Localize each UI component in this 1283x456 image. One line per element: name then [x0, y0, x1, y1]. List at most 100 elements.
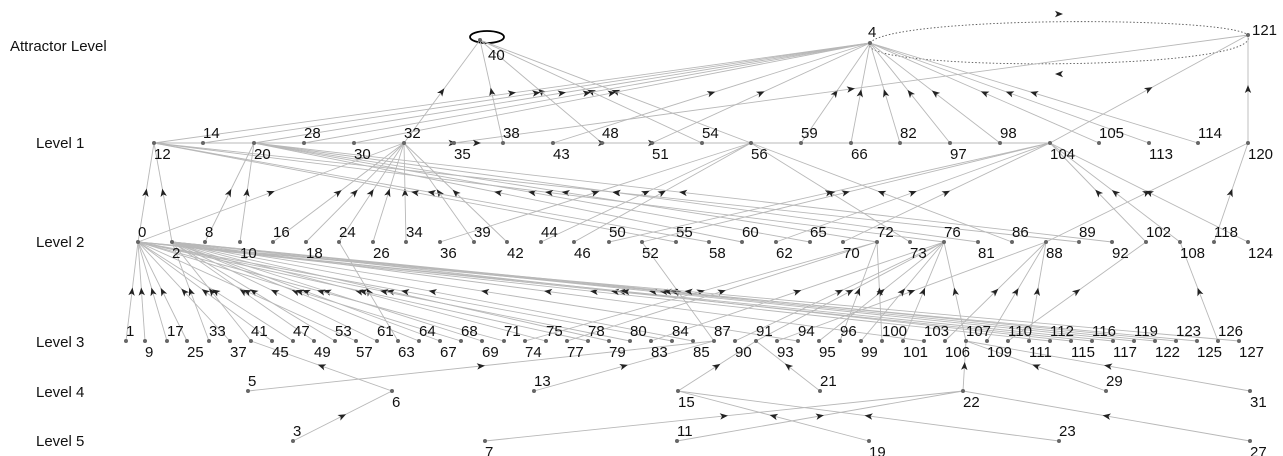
edge-arrowhead-24-to-32	[366, 189, 374, 198]
edge-arrowhead-45-to-0	[201, 289, 211, 297]
node-21	[818, 389, 822, 393]
node-label-78: 78	[588, 323, 605, 340]
node-label-41: 41	[251, 323, 268, 340]
node-105	[1097, 141, 1101, 145]
node-label-17: 17	[167, 323, 184, 340]
node-97	[948, 141, 952, 145]
node-39	[472, 240, 476, 244]
node-0	[136, 240, 140, 244]
edge-arrowhead-90-to-76	[834, 289, 844, 297]
edge-arrowhead-18-to-32	[349, 189, 358, 198]
node-label-84: 84	[672, 323, 689, 340]
node-7	[483, 439, 487, 443]
edge-arrowhead-0-to-32	[266, 190, 275, 197]
node-label-2: 2	[172, 245, 180, 262]
edge-arrowhead-39-to-32	[436, 189, 444, 198]
node-label-124: 124	[1248, 245, 1273, 262]
node-label-50: 50	[609, 224, 626, 241]
node-25	[185, 339, 189, 343]
node-34	[404, 240, 408, 244]
node-42	[505, 240, 509, 244]
edge-arrowhead-15-to-91	[711, 363, 721, 371]
node-label-44: 44	[541, 224, 558, 241]
node-104	[1048, 141, 1052, 145]
node-69	[480, 339, 484, 343]
node-label-86: 86	[1012, 224, 1029, 241]
node-55	[674, 240, 678, 244]
node-label-64: 64	[419, 323, 436, 340]
node-50	[607, 240, 611, 244]
node-90	[733, 339, 737, 343]
node-100	[880, 339, 884, 343]
edge-arrowhead-67-to-2	[302, 289, 311, 296]
edge-arrowhead-36-to-56	[590, 190, 600, 197]
node-label-121: 121	[1252, 22, 1277, 39]
node-label-122: 122	[1155, 344, 1180, 361]
node-label-42: 42	[507, 245, 524, 262]
edge-arrowhead-23-to-15	[864, 413, 873, 420]
node-label-45: 45	[272, 344, 289, 361]
node-37	[228, 339, 232, 343]
edge-arrowhead-11-to-22	[815, 413, 824, 420]
node-label-118: 118	[1214, 224, 1238, 241]
edge-layer	[125, 10, 1252, 442]
edge-121-to-4	[869, 34, 1249, 65]
node-64	[417, 339, 421, 343]
node-label-52: 52	[642, 245, 659, 262]
node-115	[1069, 339, 1073, 343]
node-125	[1195, 339, 1199, 343]
edge-4-to-121	[869, 21, 1249, 44]
edge-arrowhead-38-to-40	[489, 87, 496, 97]
node-28	[302, 141, 306, 145]
edge-arrowhead-94-to-2	[481, 288, 490, 296]
node-label-56: 56	[751, 146, 768, 163]
node-52	[640, 240, 644, 244]
edge-arrowhead-107-to-76	[952, 287, 959, 297]
edge-arrowhead-83-to-76	[792, 289, 802, 296]
node-40	[478, 38, 482, 42]
node-32	[402, 141, 406, 145]
node-label-10: 10	[240, 245, 257, 262]
node-label-70: 70	[843, 245, 860, 262]
edge-arrowhead-26-to-32	[384, 188, 391, 198]
node-72	[875, 240, 879, 244]
node-label-19: 19	[869, 444, 886, 456]
node-122	[1153, 339, 1157, 343]
edge-arrowhead-62-to-104	[908, 190, 917, 197]
edge-arrowhead-47-to-0	[212, 289, 221, 297]
edge-arrowhead-120-to-121	[1244, 85, 1252, 93]
edge-arrowhead-63-to-24	[366, 288, 374, 297]
edge-arrowhead-48-to-40	[537, 88, 547, 97]
node-label-104: 104	[1050, 146, 1075, 163]
node-label-74: 74	[525, 344, 542, 361]
node-label-87: 87	[714, 323, 731, 340]
edge-arrowhead-42-to-32	[452, 189, 461, 198]
node-5	[246, 389, 250, 393]
node-119	[1132, 339, 1136, 343]
node-84	[670, 339, 674, 343]
node-label-8: 8	[205, 224, 213, 241]
edge-arrowhead-68-to-0	[295, 289, 305, 296]
edge-arrowhead-106-to-88	[990, 288, 999, 297]
edge-arrowhead-92-to-20	[679, 189, 688, 197]
node-121	[1246, 33, 1250, 37]
node-label-99: 99	[861, 344, 878, 361]
node-label-29: 29	[1106, 373, 1123, 390]
edge-arrowhead-66-to-4	[856, 89, 863, 98]
edge-arrowhead-124-to-104	[1145, 190, 1155, 198]
node-22	[961, 389, 965, 393]
node-label-7: 7	[485, 444, 493, 456]
edge-arrowhead-125-to-0	[663, 288, 672, 296]
edge-arrowhead-100-to-72	[876, 287, 883, 296]
node-114	[1196, 141, 1200, 145]
edge-arrowhead-53-to-2	[250, 289, 259, 297]
edge-arrowhead-89-to-12	[612, 189, 621, 197]
node-111	[1027, 339, 1031, 343]
node-label-49: 49	[314, 344, 331, 361]
node-106	[943, 339, 947, 343]
node-51	[650, 141, 654, 145]
edge-arrowhead-112-to-0	[590, 288, 599, 296]
node-47	[291, 339, 295, 343]
node-70	[841, 240, 845, 244]
level-label-2: Level 2	[36, 234, 84, 251]
